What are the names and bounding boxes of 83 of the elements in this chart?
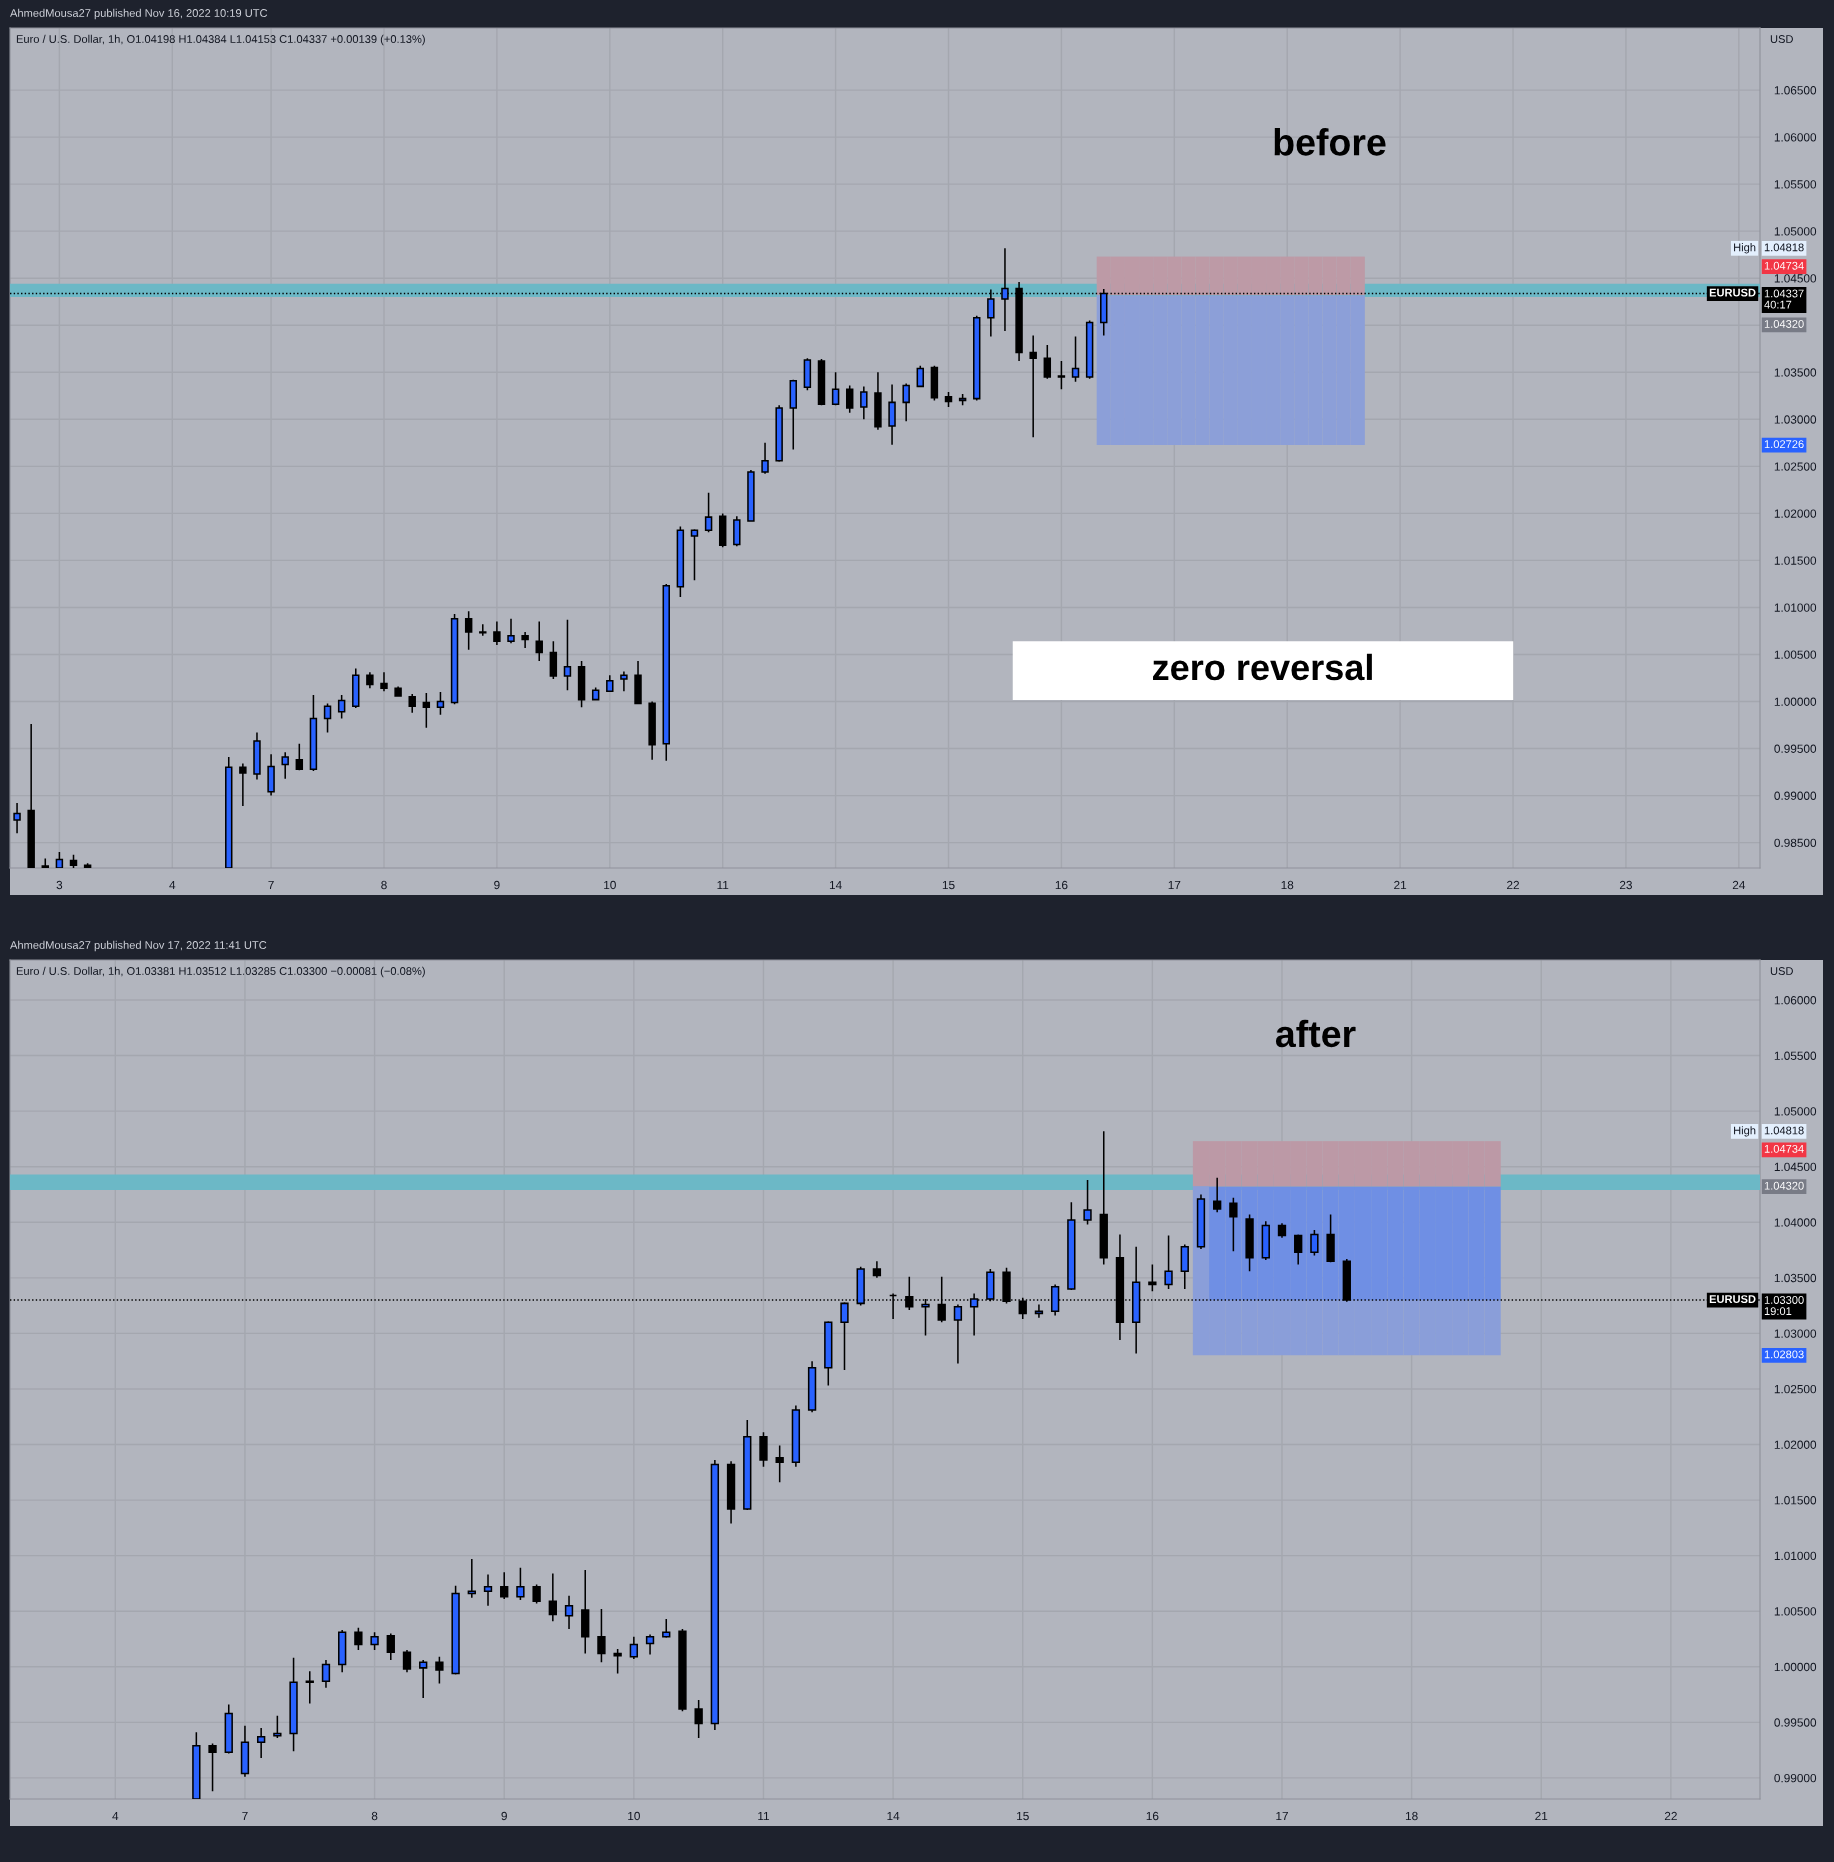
y-tick-label: 1.01500 <box>1774 1496 1817 1505</box>
y-tick-label: 0.99000 <box>1774 1773 1817 1783</box>
y-tick-label: 1.04500 <box>1774 1162 1817 1172</box>
x-tick-label: 11 <box>758 1811 770 1821</box>
y-tick-label: 1.04000 <box>1774 1218 1817 1227</box>
x-tick-label: 24 <box>1732 880 1746 890</box>
text: 1.04337 40:17 <box>1764 289 1804 309</box>
x-tick-label: 14 <box>887 1811 900 1821</box>
x-tick-label: 10 <box>604 880 616 890</box>
y-tick-label: 0.99000 <box>1774 791 1817 800</box>
text: 1.04734 <box>1764 1144 1804 1153</box>
y-tick-label: 1.01000 <box>1774 603 1817 612</box>
y-tick-label: 1.05000 <box>1774 1107 1817 1116</box>
x-tick-label: 16 <box>1146 1811 1159 1821</box>
y-tick-label: 0.99500 <box>1774 744 1817 753</box>
text: AhmedMousa27 published Nov 17, 2022 11:41 UTC <box>10 940 267 952</box>
x-tick-label: 17 <box>1168 880 1181 890</box>
x-tick-label: 9 <box>501 1811 507 1821</box>
y-tick-label: 1.03000 <box>1774 415 1817 424</box>
x-tick-label: 22 <box>1507 880 1519 890</box>
x-tick-label: 16 <box>1055 880 1068 890</box>
y-tick-label: 1.05500 <box>1774 1051 1817 1060</box>
x-tick-label: 10 <box>628 1811 640 1821</box>
y-tick-label: 1.01500 <box>1774 556 1817 565</box>
x-tick-label: 7 <box>268 880 274 890</box>
x-tick-label: 11 <box>717 880 729 890</box>
y-axis-title: USD <box>1770 35 1793 43</box>
text: 1.04320 <box>1764 320 1804 328</box>
y-tick-label: 1.00000 <box>1774 1662 1817 1672</box>
x-tick-label: 8 <box>381 880 387 890</box>
text: 1.04320 <box>1764 1181 1804 1190</box>
text: after <box>1275 1019 1356 1048</box>
y-tick-label: 1.02500 <box>1774 462 1817 471</box>
text: 1.04818 <box>1764 243 1804 252</box>
y-axis-title: USD <box>1770 967 1793 975</box>
annotation: High <box>1734 243 1756 254</box>
x-tick-label: 8 <box>371 1811 378 1821</box>
x-tick-label: 18 <box>1281 880 1294 890</box>
ref-line-label: EURUSD <box>1709 288 1756 297</box>
y-tick-label: 1.03500 <box>1774 1273 1817 1283</box>
x-tick-label: 17 <box>1276 1811 1288 1821</box>
x-tick-label: 15 <box>942 880 955 890</box>
y-tick-label: 1.00500 <box>1774 1607 1817 1616</box>
x-tick-label: 22 <box>1664 1811 1677 1821</box>
y-tick-label: 1.02500 <box>1774 1384 1817 1394</box>
x-tick-label: 9 <box>494 880 500 890</box>
text: 1.03300 19:01 <box>1764 1296 1804 1316</box>
y-tick-label: 1.04500 <box>1774 274 1817 283</box>
text: 1.04734 <box>1764 261 1804 270</box>
x-tick-label: 7 <box>242 1811 248 1821</box>
text: AhmedMousa27 published Nov 16, 2022 10:19 UTC <box>10 8 268 20</box>
y-tick-label: 1.02000 <box>1774 509 1817 518</box>
annotation: zero reversal <box>1153 653 1372 681</box>
x-tick-label: 3 <box>56 880 63 890</box>
y-tick-label: 1.06000 <box>1774 133 1817 142</box>
x-tick-label: 15 <box>1017 1811 1029 1821</box>
text: 1.02803 <box>1764 1350 1804 1359</box>
y-tick-label: 1.00000 <box>1774 697 1817 706</box>
y-tick-label: 0.98500 <box>1774 838 1817 847</box>
y-tick-label: 1.06500 <box>1774 86 1817 95</box>
x-tick-label: 21 <box>1535 1811 1548 1821</box>
text: 1.04818 <box>1764 1126 1804 1135</box>
y-tick-label: 1.02000 <box>1774 1440 1817 1449</box>
y-tick-label: 1.00500 <box>1774 650 1817 659</box>
x-tick-label: 4 <box>169 880 176 890</box>
x-tick-label: 14 <box>829 880 842 890</box>
text: Euro / U.S. Dollar, 1h, O1.03381 H1.03512 L1.03285 C1.03300 −0.00081 (−0.08%) <box>16 966 425 978</box>
text: before <box>1274 128 1386 156</box>
y-tick-label: 1.06000 <box>1774 996 1817 1005</box>
y-tick-label: 1.05500 <box>1774 180 1817 189</box>
y-tick-label: 1.03000 <box>1774 1329 1817 1338</box>
text: 1.02726 <box>1764 440 1804 449</box>
ref-line-label: EURUSD <box>1709 1295 1756 1304</box>
y-tick-label: 1.03500 <box>1774 368 1817 377</box>
x-tick-label: 21 <box>1394 880 1407 890</box>
y-tick-label: 1.05000 <box>1774 227 1817 236</box>
x-tick-label: 18 <box>1405 1811 1418 1821</box>
y-tick-label: 1.01000 <box>1774 1551 1817 1561</box>
x-tick-label: 4 <box>112 1811 119 1821</box>
annotation: High <box>1734 1126 1756 1137</box>
text: Euro / U.S. Dollar, 1h, O1.04198 H1.04384 L1.04153 C1.04337 +0.00139 (+0.13%) <box>16 34 425 46</box>
y-tick-label: 0.99500 <box>1774 1718 1817 1727</box>
x-tick-label: 23 <box>1619 880 1632 890</box>
